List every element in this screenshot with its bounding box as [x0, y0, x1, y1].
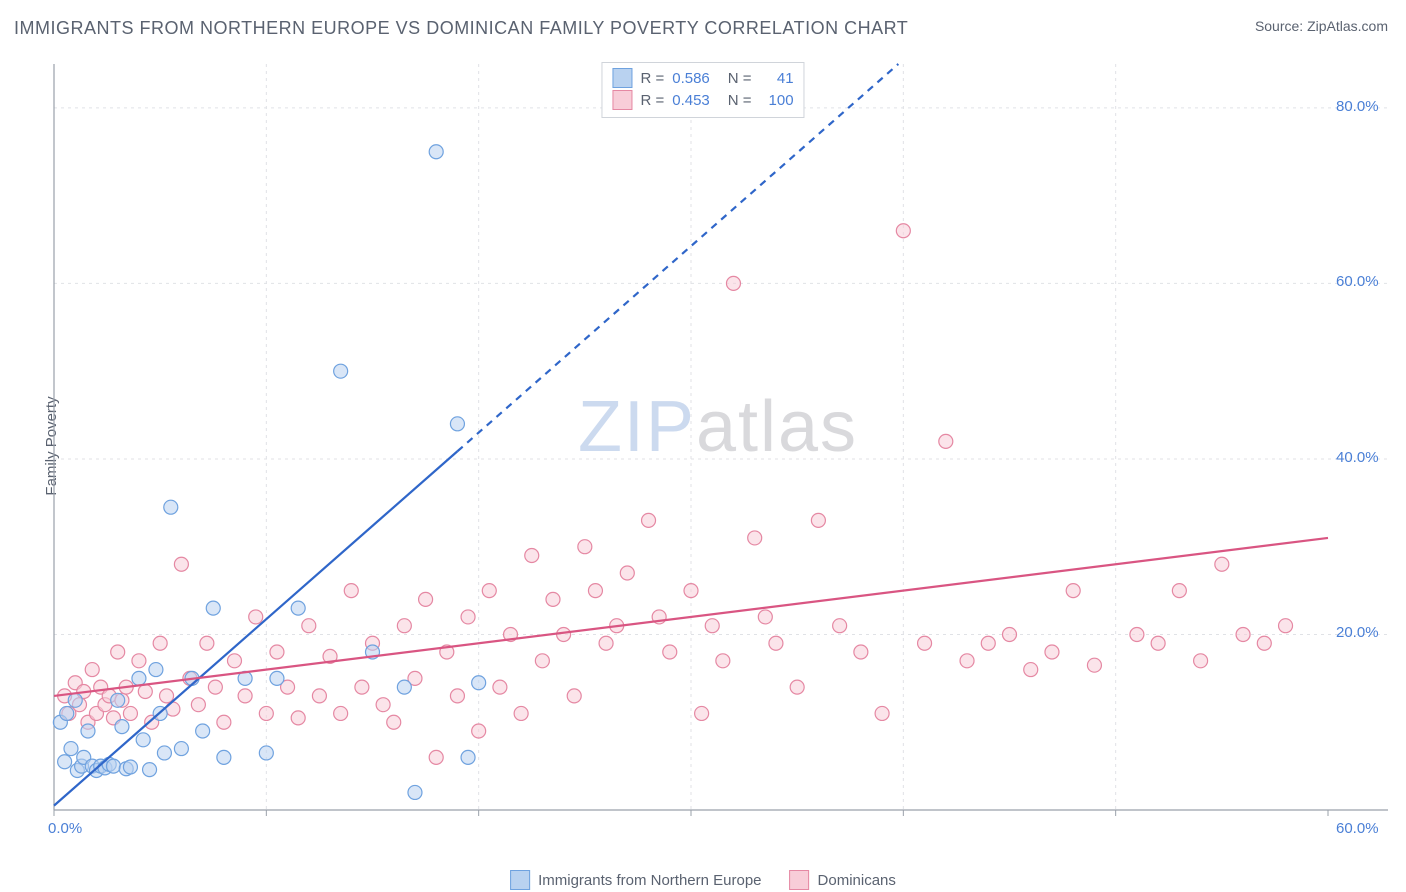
r-value-1: 0.586 [672, 70, 710, 87]
legend-row-series-1: R = 0.586 N = 41 [612, 67, 793, 89]
series-legend: Immigrants from Northern Europe Dominica… [510, 870, 896, 890]
correlation-legend: R = 0.586 N = 41 R = 0.453 N = 100 [601, 62, 804, 118]
r-label-2: R = [640, 92, 664, 109]
source-attribution: Source: ZipAtlas.com [1255, 18, 1388, 34]
series-legend-item-1: Immigrants from Northern Europe [510, 870, 761, 890]
n-value-2: 100 [760, 92, 794, 109]
n-label-1: N = [728, 70, 752, 87]
legend-row-series-2: R = 0.453 N = 100 [612, 89, 793, 111]
source-link[interactable]: ZipAtlas.com [1307, 18, 1388, 34]
n-label-2: N = [728, 92, 752, 109]
x-tick-1: 60.0% [1336, 820, 1379, 837]
n-value-1: 41 [760, 70, 794, 87]
series-swatch-2 [790, 870, 810, 890]
y-tick-40: 40.0% [1336, 449, 1379, 466]
series-label-1: Immigrants from Northern Europe [538, 872, 761, 889]
legend-swatch-2 [612, 90, 632, 110]
chart-container: IMMIGRANTS FROM NORTHERN EUROPE VS DOMIN… [0, 0, 1406, 892]
series-swatch-1 [510, 870, 530, 890]
r-value-2: 0.453 [672, 92, 710, 109]
plot-area: ZIPatlas [48, 60, 1388, 840]
scatter-plot-svg [48, 60, 1388, 840]
y-tick-20: 20.0% [1336, 624, 1379, 641]
x-tick-0: 0.0% [48, 820, 82, 837]
y-tick-80: 80.0% [1336, 98, 1379, 115]
y-tick-60: 60.0% [1336, 273, 1379, 290]
series-legend-item-2: Dominicans [790, 870, 896, 890]
r-label-1: R = [640, 70, 664, 87]
legend-swatch-1 [612, 68, 632, 88]
source-label: Source: [1255, 18, 1303, 34]
chart-title: IMMIGRANTS FROM NORTHERN EUROPE VS DOMIN… [14, 18, 908, 39]
series-label-2: Dominicans [818, 872, 896, 889]
